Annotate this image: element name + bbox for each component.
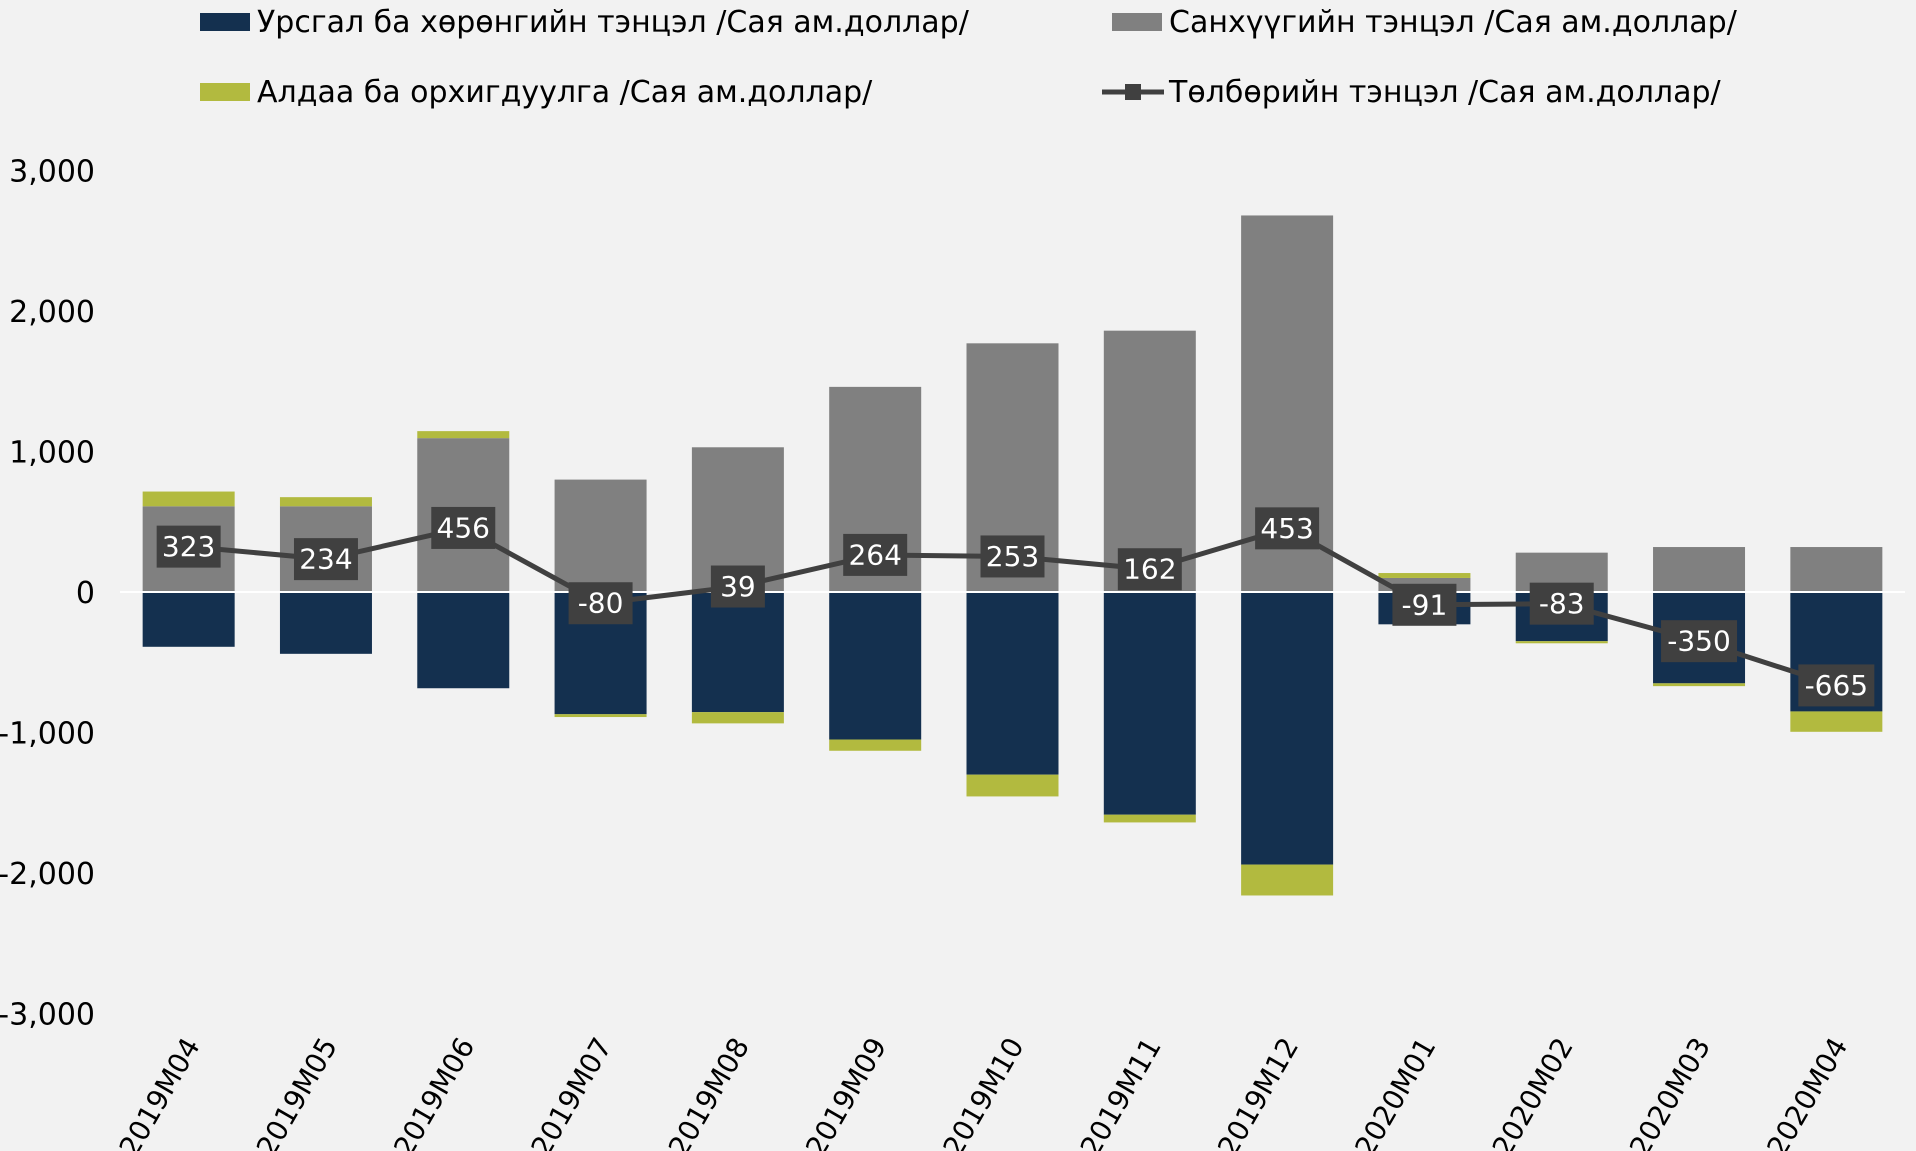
x-tick-label: 2019M05: [250, 1032, 344, 1151]
data-label: 456: [437, 511, 490, 544]
bar-segment-s1-2020M04: [1790, 547, 1883, 592]
data-label-box: [1255, 507, 1320, 550]
bar-segment-s0-2019M05: [279, 592, 372, 654]
bar-segment-s2-2019M06: [417, 431, 510, 439]
bar-segment-s2-2020M04: [1790, 711, 1883, 732]
data-label: 453: [1260, 512, 1313, 545]
x-axis: 2019M04 2019M05 2019M06 2019M07 2019M08 2019M…: [113, 1032, 1855, 1151]
bar-segment-s1-2020M03: [1653, 547, 1746, 592]
x-tick-label: 2019M08: [662, 1032, 756, 1151]
y-tick-label: -2,000: [0, 857, 95, 892]
line-series: 323 234 456 -80 39 264 253 162 453 -91 -83 -350 -665: [156, 506, 1875, 707]
bar-segment-s0-2019M11: [1103, 592, 1196, 815]
y-tick-label: -1,000: [0, 717, 95, 752]
legend-label-1: Санхүүгийн тэнцэл /Сая ам.доллар/: [1169, 5, 1738, 40]
data-label-box: [980, 535, 1045, 578]
data-label-box: [843, 533, 908, 576]
data-label-box: [1529, 582, 1594, 625]
bar-segment-s0-2019M10: [966, 592, 1059, 775]
data-label-box: [1117, 548, 1182, 591]
legend-label-2: Алдаа ба орхигдуулга /Сая ам.доллар/: [257, 75, 873, 110]
bar-segment-s2-2019M10: [966, 774, 1059, 797]
y-axis: 3,000 2,000 1,000 0 -1,000 -2,000 -3,000: [0, 155, 95, 1033]
x-tick-label: 2019M09: [799, 1032, 893, 1151]
bar-segment-s0-2019M09: [829, 592, 922, 740]
data-label: 162: [1123, 553, 1176, 586]
bar-segment-s0-2019M04: [142, 592, 235, 647]
x-tick-label: 2020M04: [1760, 1032, 1854, 1151]
legend-label-3: Төлбөрийн тэнцэл /Сая ам.доллар/: [1168, 75, 1721, 110]
bar-segment-s2-2019M09: [829, 739, 922, 751]
x-tick-label: 2019M12: [1211, 1032, 1305, 1151]
bar-segment-s2-2019M12: [1241, 864, 1334, 896]
bar-segment-s2-2020M01: [1378, 573, 1471, 578]
bar-segment-s0-2019M12: [1241, 592, 1334, 865]
data-label-box: [1798, 664, 1875, 707]
data-label: 253: [986, 540, 1039, 573]
legend-swatch-2: [200, 83, 250, 101]
data-label-box: [156, 525, 221, 568]
bar-segment-s2-2019M05: [279, 497, 372, 507]
x-tick-label: 2020M03: [1623, 1032, 1717, 1151]
data-label-box: [431, 506, 496, 549]
data-label-box: [1661, 620, 1738, 663]
legend-swatch-marker: [1125, 84, 1141, 100]
legend: Урсгал ба хөрөнгийн тэнцэл /Сая ам.долла…: [200, 5, 1738, 110]
x-tick-label: 2020M02: [1486, 1032, 1580, 1151]
legend-label-0: Урсгал ба хөрөнгийн тэнцэл /Сая ам.долла…: [257, 5, 970, 40]
y-tick-label: -3,000: [0, 998, 95, 1033]
bar-segment-s2-2019M07: [554, 714, 647, 718]
data-label: -91: [1402, 588, 1448, 621]
data-label: -80: [578, 587, 624, 620]
bar-segment-s2-2020M03: [1653, 683, 1746, 687]
y-tick-label: 1,000: [9, 436, 95, 471]
x-tick-label: 2019M07: [525, 1032, 619, 1151]
x-tick-label: 2019M10: [936, 1032, 1030, 1151]
bar-segment-s0-2019M06: [417, 592, 510, 689]
data-label: 264: [848, 538, 901, 571]
data-label: 234: [299, 543, 352, 576]
data-label-box: [1392, 583, 1457, 626]
data-label: -83: [1539, 587, 1585, 620]
data-label-box: [293, 538, 358, 581]
data-label: -350: [1667, 625, 1731, 658]
bar-segment-s2-2019M04: [142, 491, 235, 507]
x-tick-label: 2019M06: [387, 1032, 481, 1151]
data-label-box: [568, 582, 633, 625]
bar-segment-s0-2019M08: [691, 592, 784, 713]
data-label-box: [710, 565, 765, 608]
bar-segment-s1-2019M07: [554, 479, 647, 592]
x-tick-label: 2019M04: [113, 1032, 207, 1151]
bar-segment-s2-2019M08: [691, 712, 784, 724]
bar-segment-s2-2020M02: [1515, 641, 1608, 644]
y-tick-label: 3,000: [9, 155, 95, 190]
legend-swatch-1: [1112, 13, 1162, 31]
x-tick-label: 2019M11: [1074, 1032, 1168, 1151]
data-label: -665: [1805, 669, 1869, 702]
data-label: 39: [720, 570, 756, 603]
bar-segment-s2-2019M11: [1103, 814, 1196, 823]
x-tick-label: 2020M01: [1348, 1032, 1442, 1151]
legend-swatch-0: [200, 13, 250, 31]
y-tick-label: 0: [76, 576, 95, 611]
data-label: 323: [162, 530, 215, 563]
y-tick-label: 2,000: [9, 295, 95, 330]
